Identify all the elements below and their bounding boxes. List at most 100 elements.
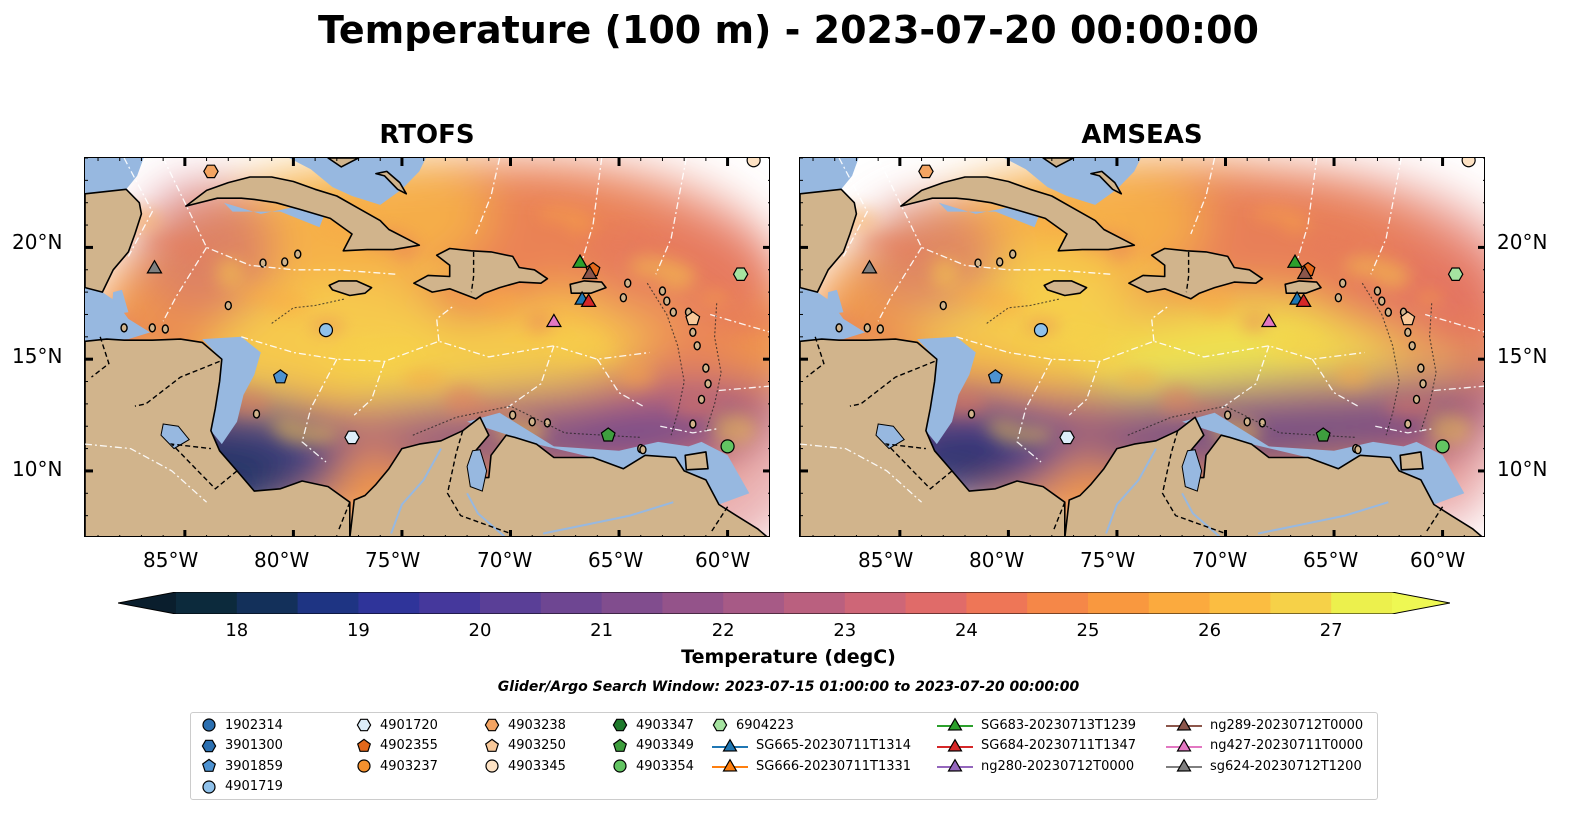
observation-marker	[1315, 427, 1331, 442]
eez-boundary	[581, 158, 603, 261]
colorbar-segment	[176, 592, 238, 614]
eddy-blob	[1334, 363, 1370, 389]
observation-marker	[545, 313, 562, 328]
colorbar-segment	[723, 592, 785, 614]
observation-marker	[600, 427, 616, 442]
island	[161, 324, 170, 334]
country-border	[1053, 501, 1066, 530]
legend-circle	[202, 779, 216, 794]
legend-marker-icon	[484, 738, 500, 752]
legend-hexagon	[201, 739, 217, 752]
country-border	[849, 360, 935, 407]
colorbar-segment	[358, 592, 420, 614]
colorbar-svg	[117, 591, 1451, 615]
legend-label: 3901300	[225, 738, 283, 753]
bathymetry-contour	[271, 298, 346, 324]
legend-item: 4901719	[201, 777, 283, 797]
legend-item: ng280-20230712T0000	[937, 756, 1134, 776]
island	[693, 341, 701, 351]
eez-boundary	[877, 158, 1111, 275]
eez-boundary	[710, 313, 769, 333]
panel-title-rtofs: RTOFS	[379, 120, 475, 150]
island	[704, 379, 712, 389]
legend-label: SG665-20230711T1314	[756, 738, 912, 753]
observation-marker	[746, 158, 761, 168]
eez-boundary	[1375, 425, 1435, 434]
legend-hexagon	[356, 718, 372, 732]
island	[1408, 341, 1416, 351]
land-hispaniola	[1128, 247, 1264, 300]
legend-triangle	[947, 758, 963, 772]
legend-item: 4902355	[356, 736, 438, 756]
observation-marker	[146, 259, 163, 274]
colorbar-segment	[1088, 592, 1150, 614]
island	[835, 323, 843, 333]
eez-boundary	[877, 247, 923, 322]
legend-label: ng280-20230712T0000	[981, 758, 1135, 774]
observation-marker	[987, 369, 1003, 384]
land-cuba	[185, 176, 421, 252]
bathymetry-contour	[1127, 405, 1356, 438]
country-border	[709, 506, 729, 534]
lat-label-right-10n: 10°N	[1497, 457, 1548, 481]
eddy-blob	[537, 207, 581, 221]
legend-triangle	[722, 738, 738, 752]
island	[508, 410, 517, 420]
observation-marker	[1059, 430, 1075, 445]
search-window-text: Glider/Argo Search Window: 2023-07-15 01…	[497, 679, 1080, 695]
shelf-belizeCays	[111, 289, 129, 315]
legend-label: SG684-20230711T1347	[981, 738, 1137, 753]
observation-marker	[571, 253, 589, 268]
eddy-blob	[402, 369, 446, 389]
eddy-blob	[931, 257, 959, 289]
map-rtofs[interactable]	[84, 157, 770, 537]
shelf-venezuelaShelf	[1182, 412, 1465, 505]
map-amseas[interactable]	[799, 157, 1485, 537]
island	[1384, 307, 1393, 317]
eddy-blob	[860, 235, 912, 249]
eddy-blob	[1303, 229, 1363, 261]
eez-boundary	[718, 385, 769, 392]
shelf-venezuelaShelf	[467, 412, 750, 505]
land-bahamas2	[1090, 170, 1123, 195]
eez-boundary	[162, 247, 208, 322]
colorbar-tick-label: 21	[590, 620, 614, 641]
island	[689, 327, 697, 338]
island	[689, 419, 697, 429]
lat-label-left-20n: 20°N	[12, 230, 63, 254]
map-canvas	[85, 158, 769, 536]
colorbar-tick-label: 26	[1198, 620, 1222, 641]
colorbar-over-extension	[1392, 592, 1450, 614]
lake-maracaibo	[1181, 449, 1203, 492]
eez-boundary	[1068, 361, 1101, 416]
lake-nicaragua	[160, 423, 190, 450]
land-puertoRico	[1284, 280, 1322, 294]
island	[1354, 445, 1362, 455]
legend-marker-icon	[712, 718, 728, 732]
land-puertoRico	[569, 280, 607, 294]
country-border	[1161, 430, 1226, 535]
island	[1243, 417, 1251, 427]
land-jamaica	[328, 280, 373, 297]
island	[967, 409, 976, 419]
eez-boundary	[123, 158, 154, 257]
eddy-blob	[619, 363, 655, 389]
legend-marker-icon	[356, 718, 372, 732]
eddy-blob	[701, 291, 729, 305]
observation-marker	[1260, 313, 1277, 328]
legend-marker-icon	[1166, 738, 1202, 752]
country-border	[806, 336, 825, 378]
legend-label: 4903237	[380, 758, 438, 774]
legend-marker-icon	[356, 738, 372, 752]
bathymetry-contour	[1361, 282, 1400, 436]
lon-label-amseas-65w: 65°W	[1303, 548, 1359, 572]
colorbar-tick-label: 22	[711, 620, 735, 641]
island	[619, 293, 628, 303]
country-border	[470, 251, 475, 293]
eddy-blob	[670, 397, 722, 417]
colorbar-segment	[1270, 592, 1332, 614]
colorbar-tick-label: 25	[1076, 620, 1100, 641]
legend-marker-icon	[712, 758, 748, 772]
bathymetry-contour	[705, 303, 722, 431]
legend-marker-icon	[201, 739, 217, 752]
